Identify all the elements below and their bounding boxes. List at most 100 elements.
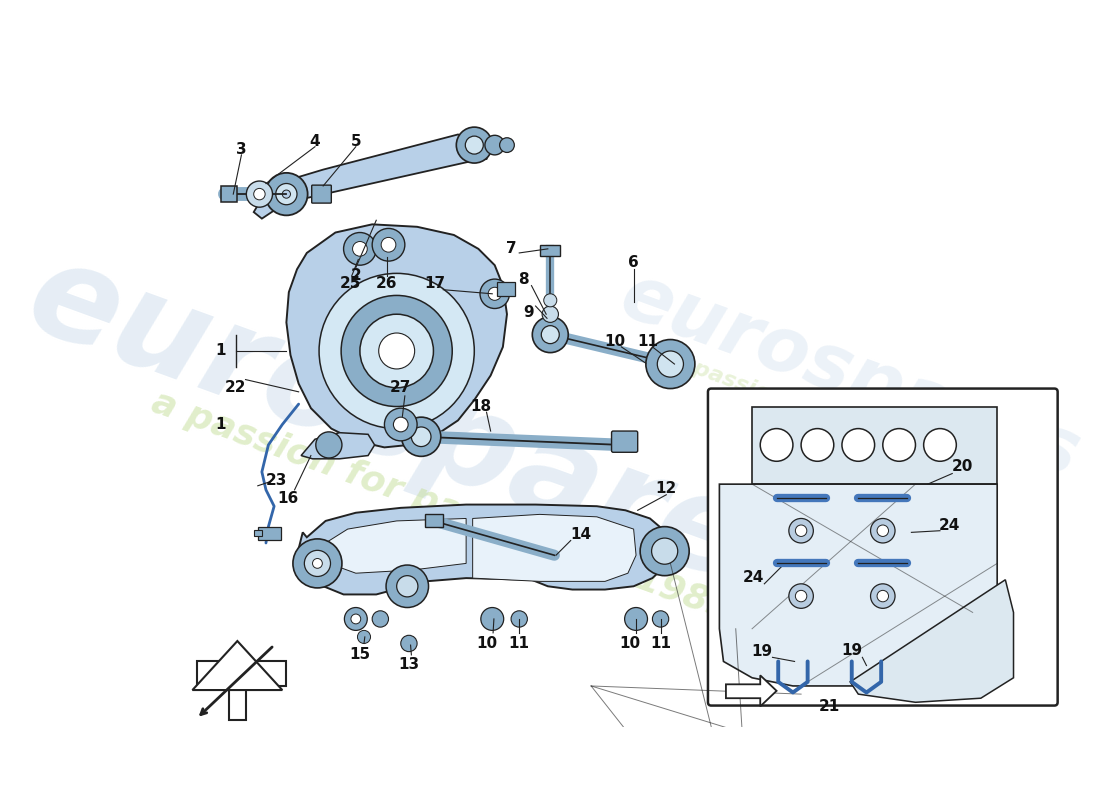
Circle shape	[789, 518, 813, 543]
FancyBboxPatch shape	[708, 389, 1057, 706]
Circle shape	[305, 550, 330, 577]
Circle shape	[640, 526, 690, 576]
Circle shape	[542, 306, 559, 322]
Circle shape	[378, 333, 415, 369]
Text: 10: 10	[476, 636, 498, 651]
Polygon shape	[301, 433, 375, 459]
Circle shape	[877, 590, 889, 602]
Circle shape	[795, 590, 806, 602]
Polygon shape	[726, 675, 777, 706]
Circle shape	[870, 518, 895, 543]
Circle shape	[456, 127, 493, 163]
Circle shape	[358, 630, 371, 643]
Text: 24: 24	[939, 518, 960, 533]
Text: 15: 15	[350, 647, 371, 662]
Circle shape	[316, 432, 342, 458]
Circle shape	[543, 294, 557, 307]
Text: 2: 2	[351, 268, 361, 283]
Circle shape	[283, 190, 290, 198]
Circle shape	[789, 584, 813, 608]
Text: 6: 6	[628, 255, 639, 270]
Circle shape	[485, 135, 505, 155]
Text: 26: 26	[376, 277, 397, 291]
Circle shape	[394, 417, 408, 432]
Circle shape	[344, 607, 367, 630]
Text: 1: 1	[216, 343, 227, 358]
Circle shape	[480, 279, 509, 309]
Text: 24: 24	[742, 570, 764, 585]
Circle shape	[384, 408, 417, 441]
Circle shape	[265, 173, 308, 215]
Circle shape	[652, 610, 669, 627]
Text: 8: 8	[518, 273, 529, 287]
Circle shape	[372, 610, 388, 627]
Text: 4: 4	[310, 134, 320, 149]
Text: 11: 11	[650, 636, 671, 651]
Circle shape	[760, 429, 793, 462]
Text: 11: 11	[508, 636, 530, 651]
Bar	[254, 530, 262, 537]
Circle shape	[400, 635, 417, 652]
Text: a passion for parts since 1985: a passion for parts since 1985	[146, 385, 736, 627]
Circle shape	[512, 610, 527, 627]
Circle shape	[465, 136, 483, 154]
Circle shape	[870, 584, 895, 608]
Circle shape	[924, 429, 956, 462]
Polygon shape	[197, 662, 286, 720]
Circle shape	[293, 539, 342, 588]
Circle shape	[386, 565, 429, 607]
Text: 10: 10	[604, 334, 626, 349]
Circle shape	[488, 287, 502, 300]
Circle shape	[658, 351, 683, 377]
Circle shape	[246, 181, 273, 207]
Circle shape	[312, 558, 322, 568]
Text: 9: 9	[524, 305, 535, 320]
Circle shape	[343, 233, 376, 265]
Circle shape	[651, 538, 678, 564]
Bar	[426, 514, 443, 527]
Text: 20: 20	[952, 459, 972, 474]
Bar	[752, 406, 998, 484]
Circle shape	[319, 274, 474, 429]
Circle shape	[481, 607, 504, 630]
Circle shape	[411, 427, 431, 446]
Text: 14: 14	[570, 527, 591, 542]
Circle shape	[646, 339, 695, 389]
Text: 5: 5	[351, 134, 361, 149]
Text: 21: 21	[820, 699, 840, 714]
Polygon shape	[326, 518, 466, 574]
Text: 19: 19	[842, 643, 862, 658]
Circle shape	[341, 295, 452, 406]
Bar	[540, 245, 560, 256]
Text: 27: 27	[390, 380, 411, 395]
Circle shape	[499, 138, 515, 153]
Text: 23: 23	[266, 473, 287, 487]
Circle shape	[353, 242, 367, 256]
Text: 12: 12	[656, 481, 676, 496]
Circle shape	[351, 614, 361, 624]
Circle shape	[360, 314, 433, 388]
Text: eurospares: eurospares	[11, 230, 839, 635]
Circle shape	[382, 238, 396, 252]
Polygon shape	[473, 514, 636, 582]
Circle shape	[883, 429, 915, 462]
Circle shape	[397, 576, 418, 597]
Polygon shape	[298, 505, 670, 594]
Text: 13: 13	[398, 658, 419, 672]
Circle shape	[372, 229, 405, 261]
Circle shape	[541, 326, 559, 344]
Text: 22: 22	[226, 380, 246, 395]
Circle shape	[402, 417, 441, 456]
Circle shape	[877, 525, 889, 537]
Text: 18: 18	[471, 399, 492, 414]
Polygon shape	[254, 134, 491, 218]
Text: 25: 25	[340, 277, 361, 291]
Text: eurospares: eurospares	[610, 258, 1090, 493]
Circle shape	[276, 183, 297, 205]
Text: 1: 1	[216, 417, 227, 432]
Text: 7: 7	[506, 242, 516, 256]
Circle shape	[625, 607, 648, 630]
Circle shape	[532, 317, 569, 353]
Polygon shape	[192, 641, 283, 690]
Polygon shape	[286, 224, 507, 447]
